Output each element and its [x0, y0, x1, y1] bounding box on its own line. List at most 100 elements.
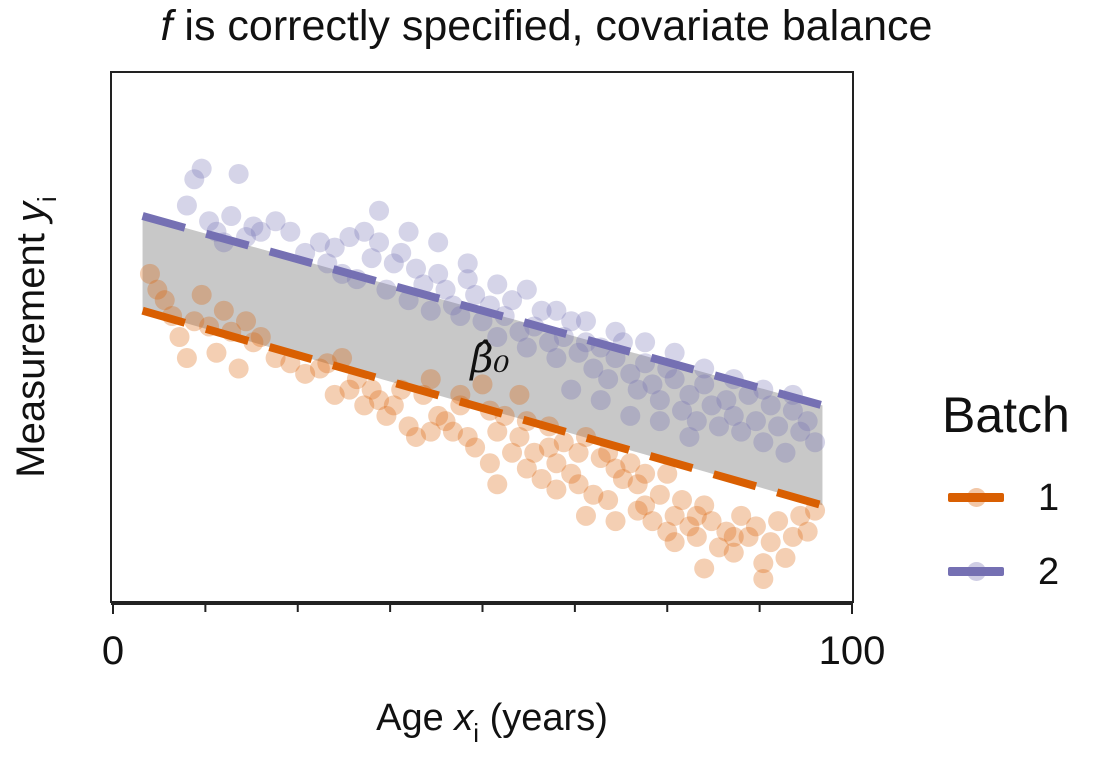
point-batch-1-74	[716, 521, 737, 542]
point-batch-1-82	[775, 547, 796, 568]
point-batch-2-99	[620, 405, 641, 426]
point-batch-2-81	[805, 432, 826, 453]
point-batch-2-41	[509, 321, 530, 342]
x-tick-label-0: 0	[102, 629, 124, 673]
x-axis-ticks: 0 100	[102, 604, 886, 673]
point-batch-1-95	[723, 526, 744, 547]
point-batch-2-82	[369, 200, 390, 221]
point-batch-1-61	[620, 453, 641, 474]
point-batch-2-30	[428, 263, 449, 284]
point-batch-2-16	[324, 237, 345, 258]
point-batch-2-32	[442, 295, 463, 316]
legend-label-2: 2	[1038, 551, 1060, 593]
point-batch-2-21	[361, 248, 382, 269]
legend-title: Batch	[942, 387, 1070, 443]
point-batch-1-36	[435, 411, 456, 432]
point-batch-2-85	[457, 253, 478, 274]
point-batch-1-34	[420, 421, 441, 442]
point-batch-1-21	[324, 384, 345, 405]
point-batch-1-41	[472, 374, 493, 395]
point-batch-1-83	[782, 526, 803, 547]
point-batch-2-18	[339, 227, 360, 248]
point-batch-1-35	[428, 405, 449, 426]
point-batch-2-44	[531, 300, 552, 321]
point-batch-1-63	[635, 495, 656, 516]
point-batch-1-52	[553, 432, 574, 453]
point-batch-1-6	[184, 311, 205, 332]
point-batch-1-12	[228, 358, 249, 379]
point-batch-1-65	[649, 484, 670, 505]
point-batch-2-71	[731, 421, 752, 442]
point-batch-2-35	[465, 284, 486, 305]
point-batch-2-11	[265, 211, 286, 232]
point-batch-1-81	[768, 511, 789, 532]
point-batch-1-78	[745, 516, 766, 537]
point-batch-2-46	[546, 348, 567, 369]
point-batch-1-7	[191, 284, 212, 305]
chart-title: f is correctly specified, covariate bala…	[0, 2, 1093, 51]
point-batch-1-5	[176, 348, 197, 369]
legend-item-2: 2	[942, 552, 1093, 592]
point-batch-2-23	[376, 279, 397, 300]
point-batch-2-84	[428, 232, 449, 253]
point-batch-1-26	[361, 379, 382, 400]
point-batch-2-56	[620, 363, 641, 384]
point-batch-2-22	[369, 232, 390, 253]
point-batch-2-90	[605, 321, 626, 342]
point-batch-2-93	[694, 358, 715, 379]
point-batch-1-89	[546, 479, 567, 500]
point-batch-2-38	[487, 327, 508, 347]
point-batch-2-64	[679, 384, 700, 405]
x-axis-label: Age xi (years)	[376, 697, 608, 748]
point-batch-1-69	[679, 516, 700, 537]
point-batch-1-43	[487, 421, 508, 442]
point-batch-1-66	[657, 463, 678, 484]
point-batch-1-97	[420, 369, 441, 390]
point-batch-2-73	[745, 411, 766, 432]
x-tick-label-100: 100	[819, 629, 886, 673]
point-batch-2-45	[539, 332, 560, 353]
point-batch-1-37	[442, 421, 463, 442]
point-batch-2-63	[672, 400, 693, 421]
shaded-region	[142, 216, 823, 506]
point-batch-2-39	[494, 305, 515, 326]
point-batch-2-78	[782, 400, 803, 421]
point-batch-2-34	[457, 269, 478, 290]
point-batch-1-72	[701, 511, 722, 532]
point-batch-1-46	[509, 426, 530, 447]
fit-line-batch-2	[141, 212, 824, 410]
point-batch-2-1	[184, 169, 205, 190]
point-batch-1-58	[598, 490, 619, 511]
point-batch-1-9	[206, 342, 227, 363]
legend-label-1: 1	[1038, 477, 1060, 519]
point-batch-1-102	[568, 442, 589, 463]
title-text: is correctly specified, covariate balanc…	[172, 2, 933, 50]
point-batch-1-48	[524, 442, 545, 463]
point-batch-2-40	[502, 290, 523, 311]
point-batch-1-77	[738, 526, 759, 547]
point-batch-2-14	[309, 232, 330, 253]
point-batch-2-100	[649, 411, 670, 432]
point-batch-1-19	[309, 358, 330, 379]
point-batch-1-27	[369, 390, 390, 411]
point-batch-1-105	[657, 521, 678, 542]
point-batch-2-15	[317, 253, 338, 274]
point-batch-2-0	[176, 195, 197, 216]
fit-lines	[141, 212, 824, 510]
title-variable: f	[160, 2, 173, 50]
legend-dot-2	[967, 562, 986, 581]
point-batch-2-6	[221, 206, 242, 227]
point-batch-2-70	[723, 405, 744, 426]
legend-swatch-1	[948, 493, 1004, 502]
point-batch-2-75	[760, 395, 781, 416]
point-batch-2-95	[753, 379, 774, 400]
point-batch-2-51	[583, 358, 604, 379]
point-batch-1-10	[213, 300, 234, 321]
point-batch-2-76	[768, 416, 789, 437]
point-batch-1-56	[583, 484, 604, 505]
point-batch-1-79	[753, 553, 774, 574]
point-batch-1-70	[686, 526, 707, 547]
point-batch-1-0	[139, 263, 160, 284]
point-batch-2-60	[649, 390, 670, 411]
legend: Batch 1 2	[942, 386, 1070, 592]
